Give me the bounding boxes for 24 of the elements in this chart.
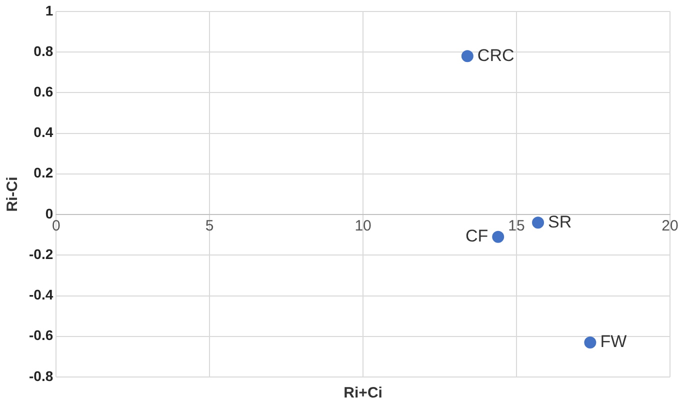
- point: [492, 230, 504, 243]
- point: [584, 336, 596, 348]
- x-tick-label: 20: [662, 218, 678, 235]
- y-tick-label: -0.2: [29, 246, 54, 262]
- y-tick-label: 0.6: [34, 84, 54, 100]
- y-tick-label: 0.2: [34, 164, 54, 181]
- y-tick-label: 0.8: [34, 42, 54, 59]
- series-label: SR: [548, 212, 572, 232]
- y-tick-label: 1: [45, 2, 54, 18]
- x-axis-title: Ri+Ci: [344, 384, 382, 402]
- y-tick-label: -0.4: [29, 286, 54, 303]
- x-tick-label: 15: [508, 218, 525, 235]
- y-axis-title: Ri-Ci: [4, 176, 22, 212]
- series-label: CRC: [477, 46, 514, 65]
- y-tick-label: 0: [45, 205, 54, 222]
- y-tick-label: -0.8: [29, 368, 54, 384]
- x-tick-label: 5: [205, 218, 214, 235]
- x-tick-label: 10: [354, 218, 372, 235]
- point: [532, 216, 544, 229]
- series-label: CF: [465, 226, 488, 246]
- series-label: FW: [600, 332, 627, 352]
- point: [461, 50, 474, 62]
- y-tick-label: 0.4: [34, 124, 54, 140]
- y-tick-label: -0.6: [29, 327, 54, 344]
